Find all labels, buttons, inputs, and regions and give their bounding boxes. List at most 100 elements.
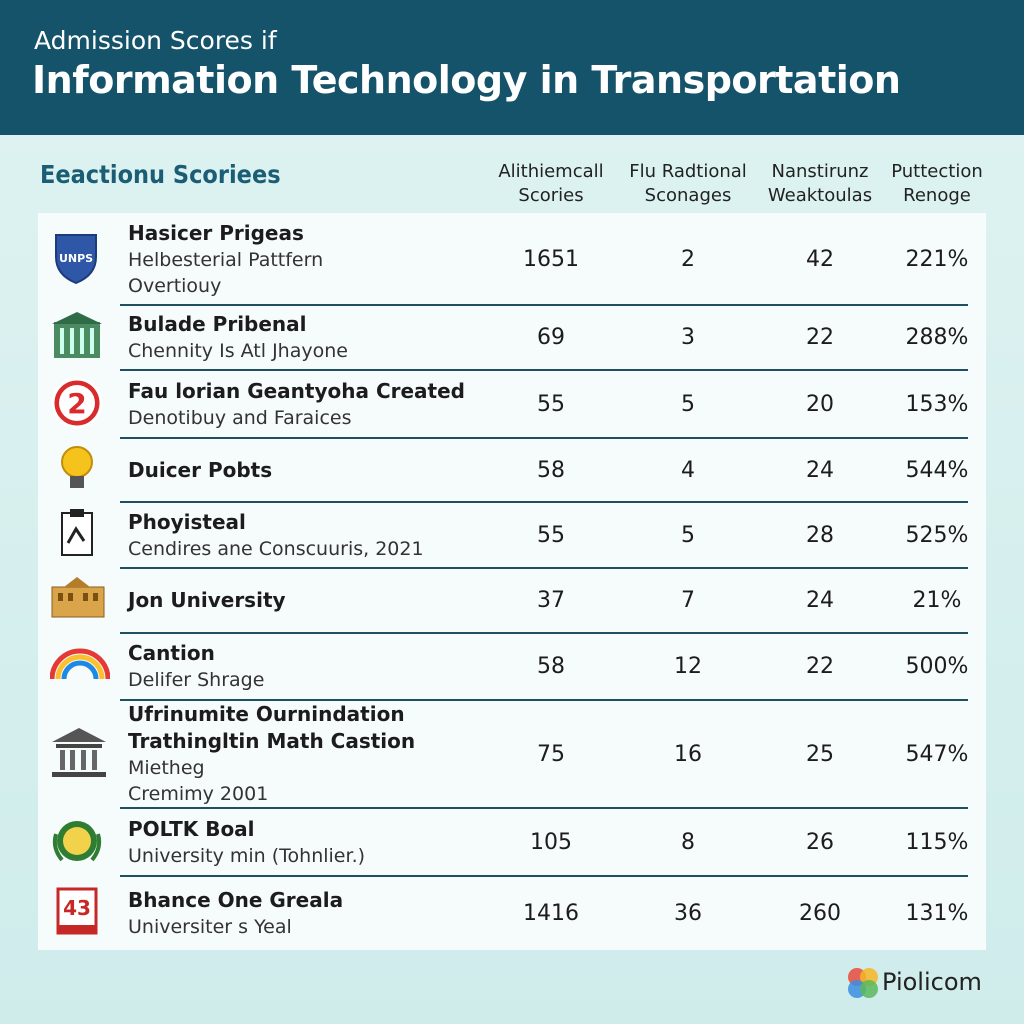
row-title: Hasicer Prigeas (128, 220, 304, 245)
row-detail: Cendires ane Conscuuris, 2021 (128, 537, 424, 560)
cell-value: 4 (681, 457, 695, 483)
row-separator (120, 304, 968, 306)
row-text: Duicer Pobts (128, 438, 272, 502)
cell-value: 105 (530, 829, 572, 855)
cell-value: 3 (681, 325, 695, 350)
column-header-line: Alithiemcall (498, 161, 604, 182)
row-detail: Delifer Shrage (128, 669, 265, 691)
row-icon: 43 (56, 887, 98, 935)
row-title: Ufrinumite Ournindation (128, 702, 405, 726)
cell-value: 115% (905, 829, 969, 855)
row-title: Trathingltin Math Castion (128, 729, 416, 753)
row-title: Duicer Pobts (128, 457, 273, 482)
cell-value: 55 (537, 522, 565, 548)
subtitle: Admission Scores if (34, 26, 277, 55)
column-header-line: Sconages (644, 185, 732, 206)
row-detail: Universiter s Yeal (128, 915, 292, 938)
cell-value: 24 (806, 457, 834, 483)
cell-value: 2 (681, 246, 695, 272)
row-separator (120, 807, 968, 809)
cell-value: 260 (799, 900, 841, 926)
row-icon (52, 311, 102, 358)
cell-value: 131% (905, 900, 969, 926)
header-band (0, 0, 1024, 135)
cell-value: 153% (905, 391, 969, 417)
cell-value: 75 (537, 741, 565, 767)
row-title: Bhance One Greala (128, 887, 344, 912)
table-panel (38, 213, 986, 950)
row-text: Jon University (128, 568, 286, 633)
cell-value: 1416 (523, 900, 579, 926)
row-detail: University min (Tohnlier.) (128, 844, 366, 867)
brand-logo (848, 968, 878, 998)
row-separator (120, 567, 968, 569)
row-separator (120, 699, 968, 701)
row-separator (120, 501, 968, 503)
cell-value: 24 (806, 588, 834, 613)
row-separator (120, 437, 968, 439)
cell-value: 12 (674, 654, 702, 679)
row-separator (120, 369, 968, 371)
row-icon (52, 821, 102, 862)
row-text: Cantion Delifer Shrage (128, 633, 264, 700)
cell-value: 58 (537, 457, 565, 483)
column-header: Alithiemcall Scories (476, 160, 626, 208)
cell-value: 55 (537, 391, 565, 417)
column-header: Puttection Renoge (862, 160, 1012, 208)
row-icon (52, 728, 106, 777)
cell-value: 58 (537, 654, 565, 679)
row-icon (51, 576, 105, 617)
cell-value: 544% (905, 457, 969, 483)
column-header: Nanstirunz Weaktoulas (745, 160, 895, 208)
row-detail: Overtiouy (128, 274, 222, 297)
row-title: Cantion (128, 641, 215, 665)
column-header: Flu Radtional Sconages (613, 160, 763, 208)
row-detail: Cremimy 2001 (128, 783, 269, 805)
cell-value: 16 (674, 741, 702, 767)
row-text: Hasicer Prigeas Helbesterial Pattfern Over… (128, 213, 323, 305)
icon-label: UNPS (59, 252, 93, 265)
row-icon (50, 648, 110, 679)
row-text: Bulade Pribenal Chennity Is Atl Jhayone (128, 305, 348, 370)
cell-value: 22 (806, 325, 834, 350)
cell-value: 5 (681, 391, 695, 417)
cell-value: 69 (537, 325, 565, 350)
row-detail: Chennity Is Atl Jhayone (128, 340, 348, 362)
row-text: Bhance One Greala Universiter s Yeal (128, 876, 343, 950)
row-detail: Mietheg (128, 757, 205, 779)
cell-value: 547% (905, 741, 969, 767)
cell-value: 7 (681, 588, 695, 613)
row-detail: Denotibuy and Faraices (128, 406, 352, 429)
icon-label: 43 (63, 896, 91, 920)
cell-value: 21% (912, 588, 962, 613)
icon-label: 2 (67, 387, 86, 420)
column-header-line: Puttection (891, 161, 983, 182)
cell-value: 1651 (523, 246, 579, 272)
cell-value: 20 (806, 391, 834, 417)
row-icon (61, 446, 93, 488)
row-title: POLTK Boal (128, 816, 255, 841)
row-icon (61, 509, 93, 556)
row-title: Bulade Pribenal (128, 312, 307, 336)
cell-value: 26 (806, 829, 834, 855)
row-text: Phoyisteal Cendires ane Conscuuris, 2021 (128, 502, 424, 568)
cell-value: 42 (806, 246, 834, 272)
row-separator (120, 632, 968, 634)
row-text: Fau lorian Geantyoha Created Denotibuy an… (128, 370, 465, 438)
row-detail: Helbesterial Pattfern (128, 248, 324, 271)
column-header-line: Scories (518, 185, 584, 206)
cell-value: 5 (681, 522, 695, 548)
column-header-line: Renoge (903, 185, 971, 206)
section-title: Eeactionu Scoriees (40, 160, 281, 189)
brand: Piolicom (882, 968, 982, 996)
row-icon: UNPS (55, 234, 97, 285)
cell-value: 36 (674, 900, 702, 926)
column-header-line: Nanstirunz (771, 161, 869, 182)
cell-value: 22 (806, 654, 834, 679)
cell-value: 8 (681, 829, 695, 855)
cell-value: 221% (905, 246, 969, 272)
row-title: Phoyisteal (128, 509, 246, 534)
cell-value: 500% (905, 654, 969, 679)
cell-value: 525% (905, 522, 969, 548)
